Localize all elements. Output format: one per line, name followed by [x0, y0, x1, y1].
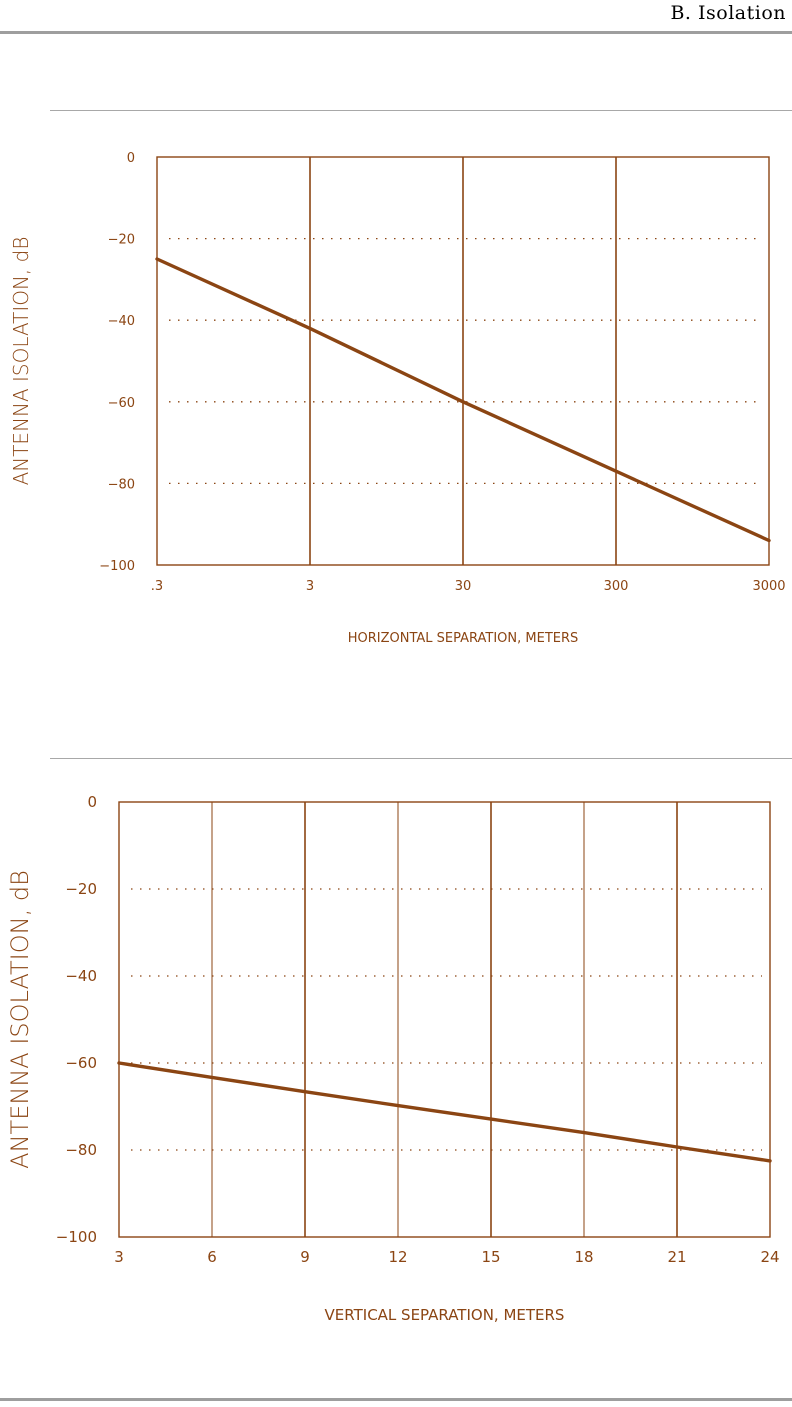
- y-tick-label: −60: [108, 396, 135, 411]
- x-axis-label: HORIZONTAL SEPARATION, METERS: [348, 631, 579, 646]
- horizontal-separation-chart: 0 −20 −40 −60 −80 −100 .3 3 30 300 3000 HORIZONTAL …: [9, 151, 786, 646]
- x-axis-label: VERTICAL SEPARATION, METERS: [325, 1306, 565, 1324]
- y-tick-label: −60: [65, 1054, 97, 1072]
- y-tick-label: −80: [108, 477, 135, 492]
- y-tick-label: −100: [56, 1228, 97, 1246]
- x-tick-label: 21: [667, 1248, 686, 1266]
- page-header-title: B. Isolation: [670, 2, 786, 24]
- x-tick-label: 300: [604, 579, 629, 594]
- y-tick-label: −20: [108, 233, 135, 248]
- vertical-separation-chart: 0 −20 −40 −60 −80 −100 3 6 9 12 15 18 21 24 VERTICAL S…: [6, 793, 780, 1324]
- x-tick-label: 12: [388, 1248, 407, 1266]
- bottom-rule: [0, 1398, 792, 1401]
- top-rule: [0, 31, 792, 34]
- y-tick-label: −100: [99, 559, 135, 574]
- x-tick-label: 24: [760, 1248, 779, 1266]
- y-tick-label: −40: [65, 967, 97, 985]
- x-tick-label: 18: [574, 1248, 593, 1266]
- plot-frame: [118, 801, 771, 1238]
- series-line-0: [117, 1061, 772, 1163]
- y-tick-label: −80: [65, 1141, 97, 1159]
- y-axis-label: ANTENNA ISOLATION, dB: [6, 870, 34, 1169]
- x-tick-label: 9: [300, 1248, 310, 1266]
- plot-frame: [156, 156, 770, 566]
- chart-1-separator: [50, 110, 792, 111]
- x-tick-label: .3: [151, 579, 163, 594]
- x-tick-label: 6: [207, 1248, 217, 1266]
- x-tick-label: 3000: [752, 579, 785, 594]
- x-tick-label: 30: [455, 579, 472, 594]
- y-axis-label: ANTENNA ISOLATION, dB: [9, 237, 33, 486]
- y-tick-label: −40: [108, 314, 135, 329]
- chart-2-separator: [50, 758, 792, 759]
- x-tick-label: 3: [114, 1248, 124, 1266]
- y-tick-label: 0: [127, 151, 135, 166]
- y-tick-label: −20: [65, 880, 97, 898]
- x-tick-label: 15: [481, 1248, 500, 1266]
- y-tick-label: 0: [87, 793, 97, 811]
- x-tick-label: 3: [306, 579, 314, 594]
